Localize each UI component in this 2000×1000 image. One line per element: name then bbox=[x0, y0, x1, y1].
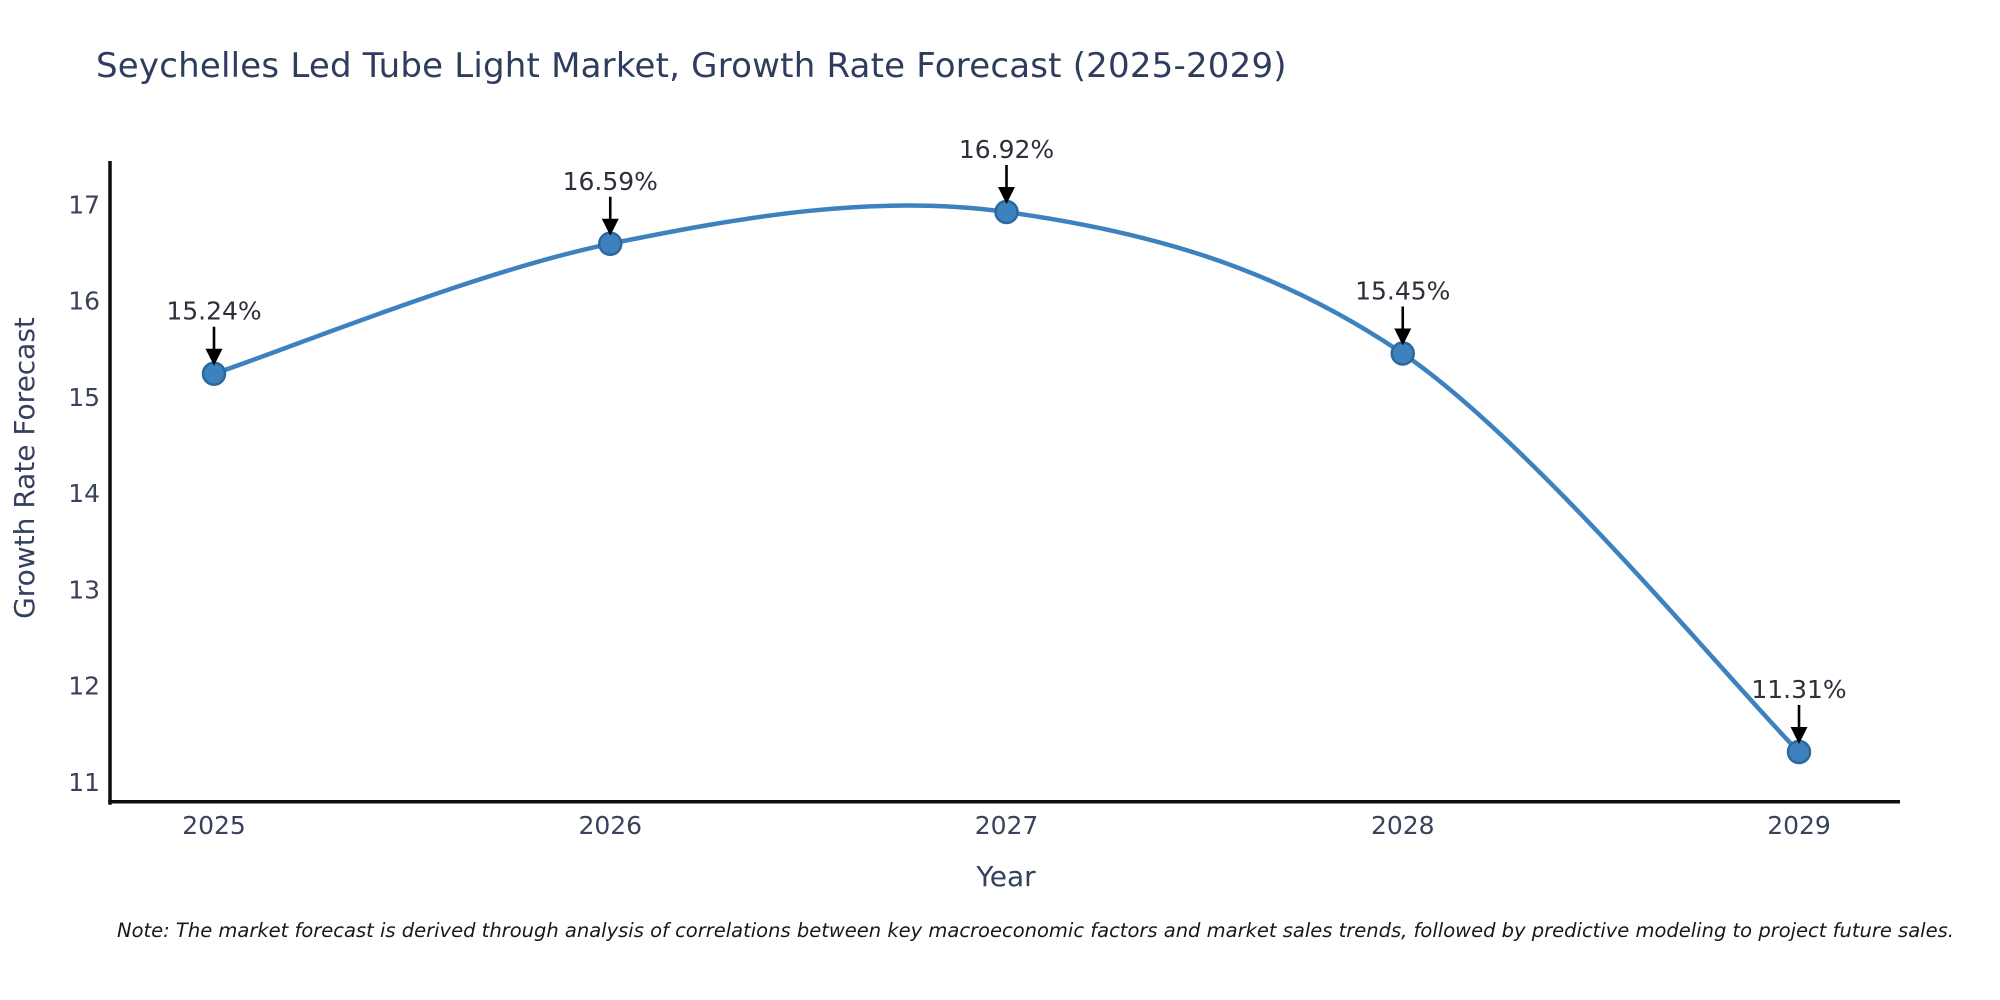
annotation-arrowhead bbox=[1790, 726, 1808, 744]
y-tick-label: 15 bbox=[68, 383, 100, 412]
x-tick-label: 2027 bbox=[975, 811, 1039, 840]
trend-line bbox=[211, 203, 1802, 755]
annotation-arrowhead bbox=[205, 348, 223, 366]
x-tick-label: 2028 bbox=[1371, 811, 1435, 840]
annotation-arrowhead bbox=[1394, 328, 1412, 346]
data-point-marker bbox=[598, 231, 623, 257]
annotation-arrowhead bbox=[601, 218, 619, 236]
y-axis-title: Growth Rate Forecast bbox=[8, 317, 41, 619]
x-axis-title: Year bbox=[975, 860, 1036, 893]
data-point-marker bbox=[994, 199, 1019, 225]
annotation-label: 15.24% bbox=[166, 297, 261, 326]
y-tick-label: 13 bbox=[68, 575, 100, 604]
data-point-marker bbox=[1786, 739, 1812, 765]
y-tick-label: 11 bbox=[68, 768, 100, 797]
annotation-label: 16.92% bbox=[959, 135, 1054, 164]
chart-title: Seychelles Led Tube Light Market, Growth… bbox=[96, 46, 1287, 86]
y-tick-label: 14 bbox=[68, 479, 100, 508]
y-tick-label: 16 bbox=[68, 287, 100, 316]
data-point-marker bbox=[201, 361, 227, 386]
data-point-marker bbox=[1390, 341, 1415, 366]
footnote: Note: The market forecast is derived thr… bbox=[117, 919, 1954, 942]
y-tick-label: 12 bbox=[68, 672, 100, 701]
annotation-label: 15.45% bbox=[1355, 277, 1450, 306]
annotation-arrowhead bbox=[998, 187, 1015, 205]
y-tick-label: 17 bbox=[68, 190, 100, 219]
annotation-label: 11.31% bbox=[1751, 675, 1846, 704]
x-tick-label: 2025 bbox=[182, 811, 246, 840]
annotation-label: 16.59% bbox=[563, 167, 658, 196]
x-tick-label: 2029 bbox=[1767, 811, 1831, 840]
x-tick-label: 2026 bbox=[578, 811, 642, 840]
